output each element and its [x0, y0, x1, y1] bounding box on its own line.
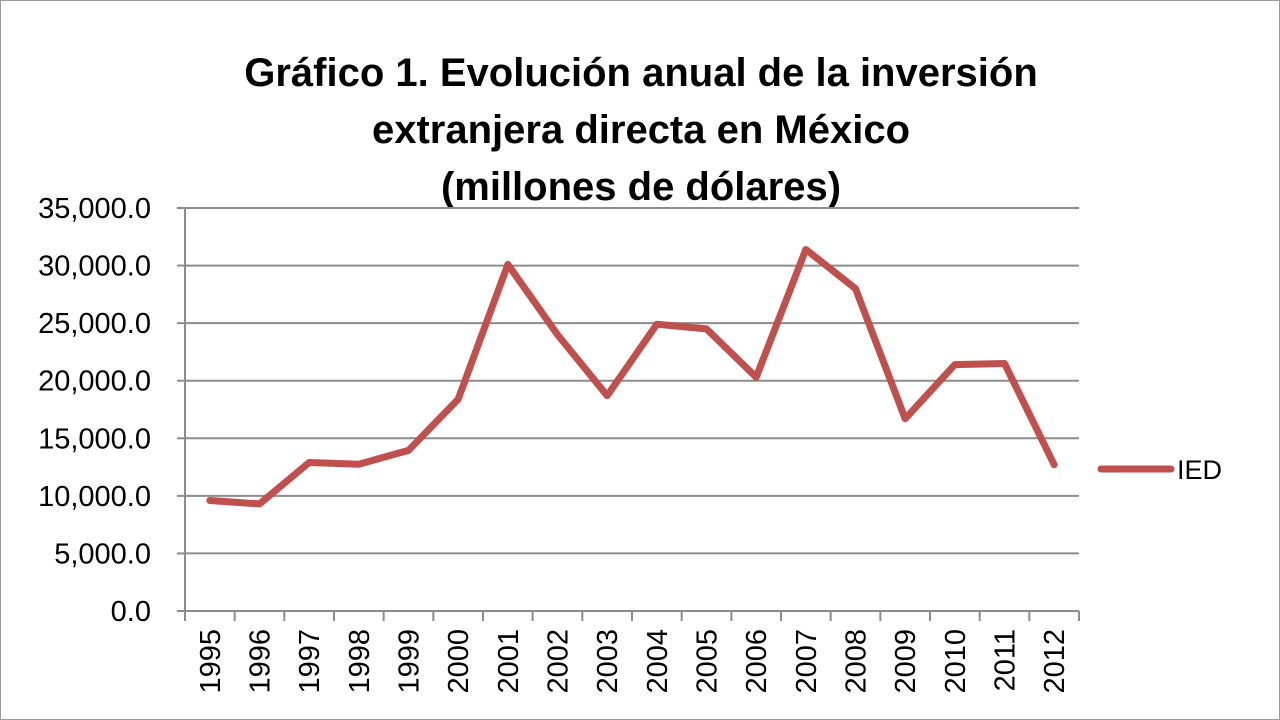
x-tick-label: 2008 — [841, 629, 873, 694]
x-tick-label: 2011 — [990, 629, 1022, 691]
x-tick-label: 2005 — [692, 629, 724, 694]
chart-title: Gráfico 1. Evolución anual de la inversi… — [141, 45, 1141, 216]
legend: IED — [1097, 455, 1222, 485]
x-tick-label: 2012 — [1039, 629, 1071, 694]
x-tick-labels: 1995 1996 1997 1998 1999 2000 2001 2002 2003 2004… — [195, 629, 1071, 694]
x-tick-label: 2001 — [493, 629, 525, 694]
chart-title-line-3: (millones de dólares) — [440, 165, 842, 209]
x-tick-label: 2007 — [791, 629, 823, 694]
y-tick-label: 5,000.0 — [54, 538, 151, 570]
y-tick-label: 0.0 — [111, 596, 151, 628]
y-tick-labels: 0.0 5,000.0 10,000.0 15,000.0 20,000.0 25,000… — [38, 193, 151, 628]
chart-title-line-1: Gráfico 1. Evolución anual de la inversi… — [244, 51, 1038, 95]
gridlines — [185, 207, 1079, 555]
axes — [177, 207, 1080, 621]
x-tick-label: 1998 — [344, 629, 376, 694]
x-tick-label: 2004 — [642, 629, 674, 694]
series-line — [206, 245, 1058, 508]
chart-title-line-2: extranjera directa en México — [371, 108, 911, 152]
series-layer — [206, 245, 1058, 508]
y-tick-label: 25,000.0 — [38, 308, 151, 340]
y-tick-label: 15,000.0 — [38, 423, 151, 455]
y-tick-label: 35,000.0 — [38, 193, 151, 225]
x-tick-label: 1999 — [394, 629, 426, 694]
x-tick-label: 2003 — [592, 629, 624, 694]
y-tick-label: 20,000.0 — [38, 366, 151, 398]
y-tick-label: 10,000.0 — [38, 481, 151, 513]
y-tick-label: 30,000.0 — [38, 251, 151, 283]
x-tick-label: 1995 — [195, 629, 227, 694]
x-tick-label: 2002 — [543, 629, 575, 694]
x-tick-label: 2010 — [940, 629, 972, 694]
legend-label: IED — [1177, 455, 1222, 485]
x-tick-label: 2006 — [741, 629, 773, 694]
x-tick-label: 2000 — [443, 629, 475, 694]
x-tick-label: 2009 — [890, 629, 922, 694]
x-tick-label: 1997 — [294, 629, 326, 694]
x-tick-label: 1996 — [245, 629, 277, 694]
